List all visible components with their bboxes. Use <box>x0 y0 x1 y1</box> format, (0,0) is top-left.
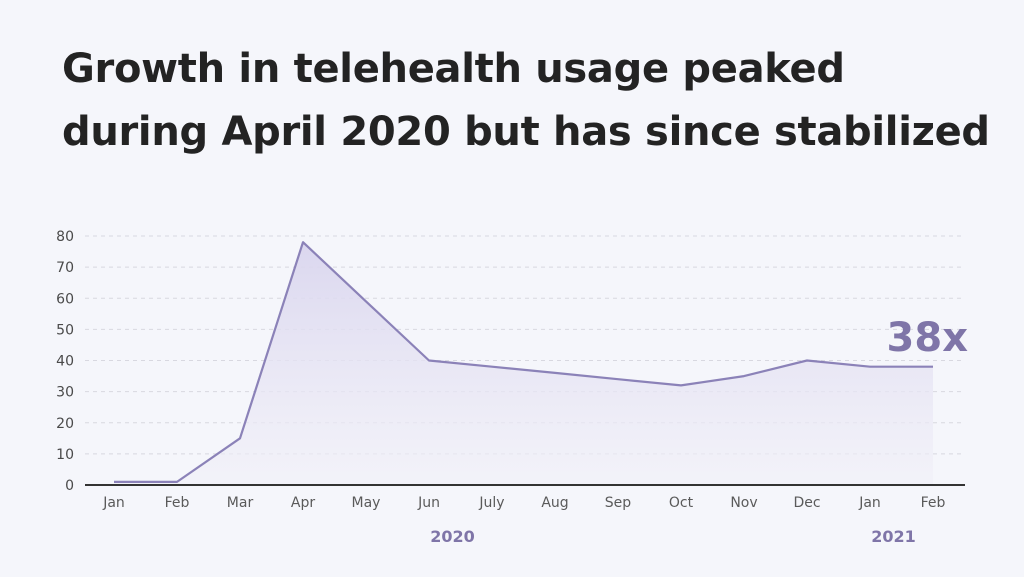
x-tick-label: Mar <box>227 495 254 511</box>
series-line <box>114 241 933 483</box>
chart-title: Growth in telehealth usage peaked during… <box>62 38 1002 164</box>
year-label: 2020 <box>430 527 475 546</box>
y-tick-label: 40 <box>56 354 74 370</box>
y-axis-ticks: 0 10 20 30 40 50 60 70 80 <box>56 229 74 494</box>
x-tick-label: Feb <box>165 495 190 511</box>
x-tick-label: Dec <box>793 495 820 511</box>
x-tick-label: Apr <box>291 495 315 511</box>
year-label: 2021 <box>871 527 916 546</box>
x-tick-label: Sep <box>605 495 632 511</box>
y-tick-label: 70 <box>56 260 74 276</box>
year-labels: 2020 2021 <box>430 527 916 546</box>
area-fill <box>114 242 933 485</box>
y-tick-label: 30 <box>56 385 74 401</box>
y-tick-label: 80 <box>56 229 74 245</box>
x-tick-label: Oct <box>669 495 694 511</box>
x-tick-label: Jan <box>102 495 125 511</box>
x-tick-label: May <box>352 495 381 511</box>
y-tick-label: 0 <box>65 478 74 494</box>
x-tick-label: July <box>478 495 504 511</box>
x-tick-label: Aug <box>541 495 568 511</box>
x-axis-ticks: Jan Feb Mar Apr May Jun July Aug Sep Oct Nov Dec Jan… <box>102 495 945 511</box>
title-line-1: Growth in telehealth usage peaked <box>62 46 845 92</box>
y-tick-label: 50 <box>56 322 74 338</box>
y-tick-label: 60 <box>56 291 74 307</box>
x-tick-label: Feb <box>921 495 946 511</box>
end-value-annotation: 38x <box>887 315 969 361</box>
x-tick-label: Jan <box>858 495 881 511</box>
y-tick-label: 20 <box>56 416 74 432</box>
x-tick-label: Nov <box>730 495 757 511</box>
title-line-2: during April 2020 but has since stabiliz… <box>62 109 990 155</box>
x-tick-label: Jun <box>417 495 440 511</box>
y-tick-label: 10 <box>56 447 74 463</box>
